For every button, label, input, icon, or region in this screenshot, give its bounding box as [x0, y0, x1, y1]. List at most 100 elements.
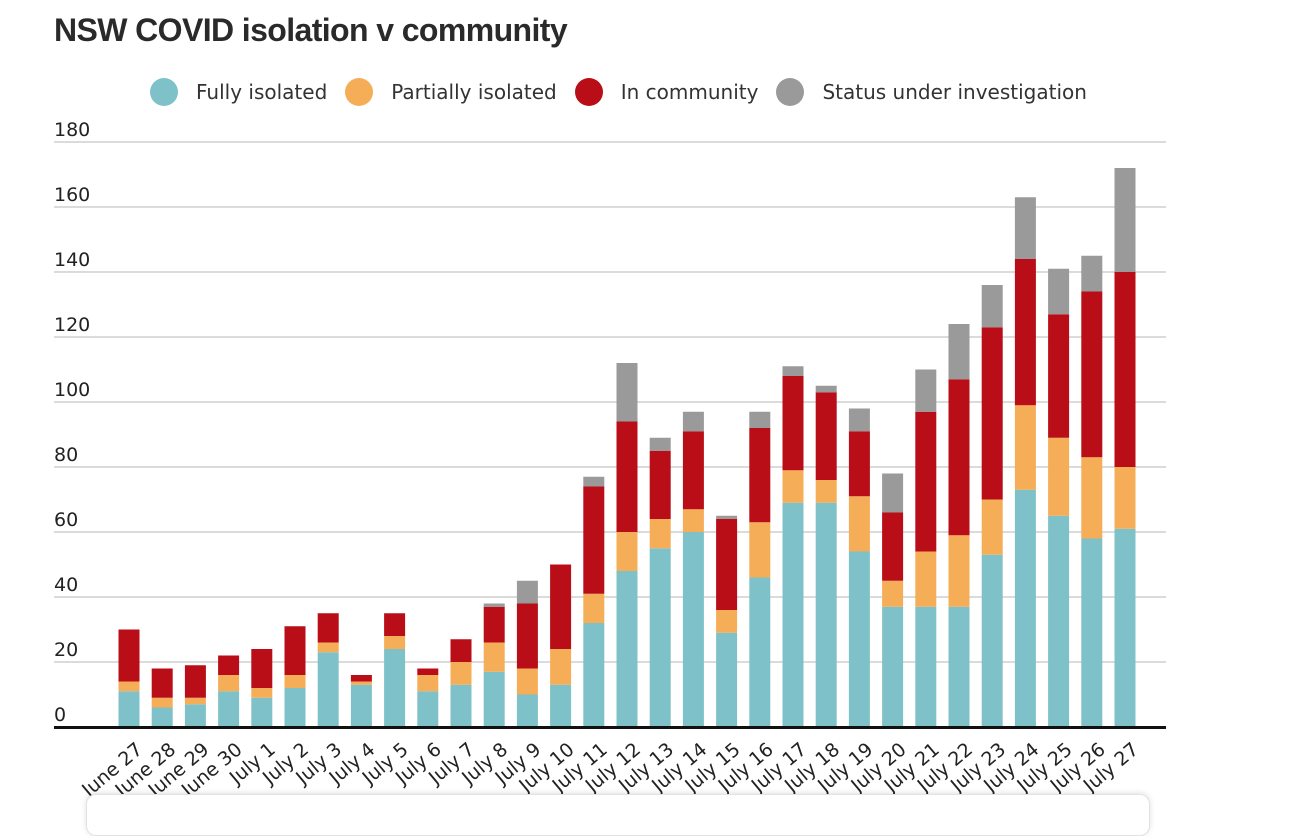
bar-july-9-partially-isolated [516, 668, 538, 695]
bar-july-2-fully-isolated [284, 688, 306, 727]
y-tick-label-20: 20 [54, 639, 78, 661]
bar-july-18-in-community [815, 392, 837, 480]
bar-july-17-partially-isolated [782, 470, 804, 503]
bar-july-21-status-under-investigation [915, 369, 937, 412]
bar-july-11-status-under-investigation [583, 476, 605, 487]
legend-item-in-community[interactable]: In community [574, 78, 759, 106]
legend-label: In community [620, 80, 759, 104]
bar-july-21-fully-isolated [915, 606, 937, 727]
bar-july-19-in-community [848, 431, 870, 497]
legend-label: Partially isolated [391, 80, 557, 104]
legend-item-status-under-investigation[interactable]: Status under investigation [776, 78, 1087, 106]
bar-july-21-in-community [915, 411, 937, 552]
legend-item-partially-isolated[interactable]: Partially isolated [345, 78, 557, 106]
bar-july-21-partially-isolated [915, 551, 937, 607]
bar-july-25-fully-isolated [1048, 515, 1070, 727]
bar-july-26-status-under-investigation [1081, 255, 1103, 292]
bar-july-20-partially-isolated [882, 580, 904, 607]
bar-july-27-in-community [1114, 272, 1136, 467]
legend-label: Status under investigation [822, 80, 1087, 104]
bar-july-22-fully-isolated [948, 606, 970, 727]
bar-july-16-partially-isolated [749, 522, 771, 578]
legend-swatch-fully-isolated [150, 78, 178, 106]
bar-july-24-in-community [1014, 259, 1036, 406]
bar-july-2-partially-isolated [284, 675, 306, 688]
bar-july-1-partially-isolated [251, 688, 273, 698]
bar-july-14-partially-isolated [682, 509, 704, 532]
legend-swatch-in-community [574, 78, 603, 106]
bar-july-10-in-community [550, 564, 572, 649]
bar-july-12-partially-isolated [616, 532, 638, 571]
bar-july-15-status-under-investigation [716, 515, 738, 519]
legend-item-fully-isolated[interactable]: Fully isolated [150, 78, 327, 106]
bar-july-6-fully-isolated [417, 691, 439, 727]
gridlines [54, 141, 1166, 663]
bar-july-17-status-under-investigation [782, 366, 804, 376]
bar-july-4-partially-isolated [350, 681, 372, 685]
bar-july-20-fully-isolated [882, 606, 904, 727]
bar-july-15-in-community [716, 519, 738, 610]
bar-july-13-partially-isolated [649, 519, 671, 549]
bar-july-18-partially-isolated [815, 480, 837, 503]
chart-legend: Fully isolated Partially isolated In com… [150, 76, 1105, 108]
bar-july-14-fully-isolated [682, 532, 704, 727]
bar-july-23-in-community [981, 327, 1003, 500]
bar-july-23-status-under-investigation [981, 285, 1003, 328]
bar-july-8-partially-isolated [483, 642, 505, 672]
bar-july-27-fully-isolated [1114, 528, 1136, 727]
bar-july-17-in-community [782, 376, 804, 471]
bar-july-27-partially-isolated [1114, 467, 1136, 529]
y-tick-label-120: 120 [54, 314, 90, 336]
bars [118, 168, 1136, 727]
bar-july-16-fully-isolated [749, 577, 771, 727]
y-tick-label-0: 0 [54, 704, 66, 726]
bar-june-27-in-community [118, 629, 140, 682]
bar-july-22-status-under-investigation [948, 324, 970, 380]
bar-july-14-status-under-investigation [682, 411, 704, 432]
bar-july-1-in-community [251, 649, 273, 688]
bar-july-8-in-community [483, 606, 505, 643]
bar-july-15-fully-isolated [716, 632, 738, 727]
bar-june-29-partially-isolated [184, 697, 206, 705]
bar-july-13-in-community [649, 450, 671, 519]
chart-title: NSW COVID isolation v community [54, 12, 568, 48]
y-tick-label-180: 180 [54, 119, 90, 141]
bar-june-27-partially-isolated [118, 681, 140, 692]
bar-july-27-status-under-investigation [1114, 168, 1136, 272]
legend-label: Fully isolated [196, 80, 328, 104]
bar-july-10-fully-isolated [550, 684, 572, 727]
bar-july-3-in-community [317, 613, 339, 643]
bar-july-8-fully-isolated [483, 671, 505, 727]
bar-july-25-status-under-investigation [1048, 268, 1070, 315]
bar-june-30-partially-isolated [218, 675, 240, 692]
bar-july-13-fully-isolated [649, 548, 671, 727]
bar-july-4-fully-isolated [350, 684, 372, 727]
y-tick-label-80: 80 [54, 444, 78, 466]
bar-july-26-fully-isolated [1081, 538, 1103, 727]
bar-july-18-fully-isolated [815, 502, 837, 727]
bar-june-27-fully-isolated [118, 691, 140, 727]
bottom-card-edge [86, 794, 1150, 836]
y-tick-label-40: 40 [54, 574, 78, 596]
legend-swatch-status-under-investigation [776, 78, 805, 106]
bar-july-24-fully-isolated [1014, 489, 1036, 727]
bar-july-9-status-under-investigation [516, 580, 538, 604]
bar-july-12-fully-isolated [616, 571, 638, 727]
bar-july-16-status-under-investigation [749, 411, 771, 428]
bar-july-11-in-community [583, 486, 605, 594]
bar-july-11-fully-isolated [583, 623, 605, 727]
bar-july-3-fully-isolated [317, 652, 339, 727]
bar-july-26-partially-isolated [1081, 457, 1103, 539]
bar-july-19-partially-isolated [848, 496, 870, 552]
bar-july-26-in-community [1081, 291, 1103, 458]
bar-july-6-partially-isolated [417, 675, 439, 692]
y-tick-label-60: 60 [54, 509, 78, 531]
bar-july-20-status-under-investigation [882, 473, 904, 513]
bar-july-6-in-community [417, 668, 439, 675]
bar-june-28-in-community [151, 668, 173, 698]
y-tick-label-100: 100 [54, 379, 90, 401]
bar-july-2-in-community [284, 626, 306, 675]
bar-july-8-status-under-investigation [483, 603, 505, 607]
bar-july-7-fully-isolated [450, 684, 472, 727]
